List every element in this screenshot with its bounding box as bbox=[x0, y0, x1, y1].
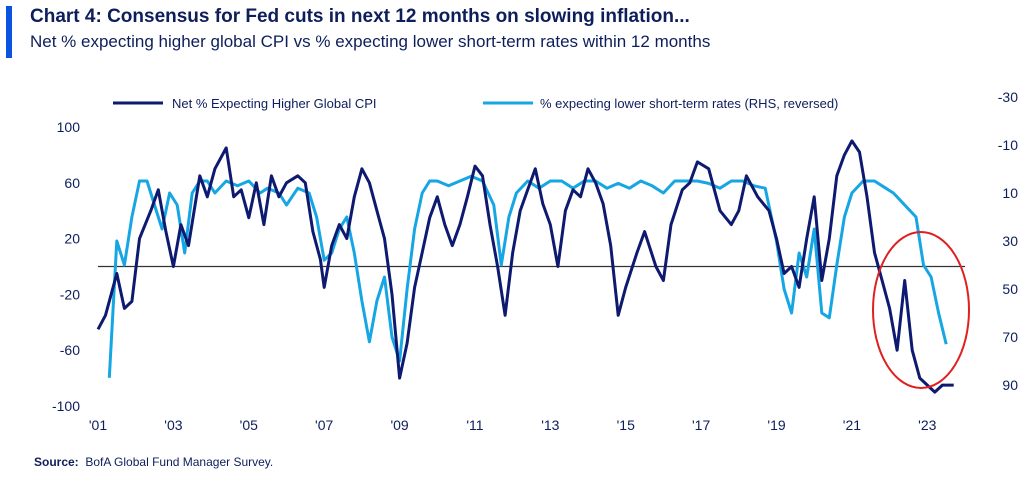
source-note: Source: BofA Global Fund Manager Survey. bbox=[34, 455, 273, 469]
chart-title: Chart 4: Consensus for Fed cuts in next … bbox=[30, 6, 690, 27]
legend-label-series1: Net % Expecting Higher Global CPI bbox=[172, 96, 376, 111]
x-tick-label: '19 bbox=[767, 417, 785, 433]
legend-label-series2: % expecting lower short-term rates (RHS,… bbox=[540, 96, 838, 111]
source-text: BofA Global Fund Manager Survey. bbox=[85, 455, 274, 469]
x-tick-label: '09 bbox=[390, 417, 408, 433]
series-group bbox=[96, 139, 954, 394]
y-right-tick-label: -10 bbox=[998, 137, 1018, 153]
x-tick-label: '15 bbox=[617, 417, 635, 433]
y-left-tick-label: 60 bbox=[64, 175, 80, 191]
y-right-tick-label: 10 bbox=[1002, 185, 1018, 201]
y-left-tick-label: 20 bbox=[64, 231, 80, 247]
x-tick-label: '11 bbox=[466, 417, 483, 433]
x-tick-label: '01 bbox=[89, 417, 107, 433]
series-line-lower-rates bbox=[107, 174, 948, 378]
y-left-tick-label: 100 bbox=[57, 119, 81, 135]
y-right-tick-label: 90 bbox=[1002, 377, 1018, 393]
x-tick-label: '21 bbox=[843, 417, 861, 433]
x-tick-label: '05 bbox=[240, 417, 258, 433]
y-right-tick-label: 50 bbox=[1002, 281, 1018, 297]
legend: Net % Expecting Higher Global CPI % expe… bbox=[113, 96, 838, 111]
chart-subtitle: Net % expecting higher global CPI vs % e… bbox=[30, 32, 711, 51]
y-left-tick-label: -60 bbox=[60, 342, 80, 358]
x-tick-label: '23 bbox=[918, 417, 936, 433]
y-right-tick-label: 70 bbox=[1002, 329, 1018, 345]
x-tick-label: '13 bbox=[541, 417, 559, 433]
series-line-higher-cpi bbox=[96, 139, 954, 394]
x-tick-label: '17 bbox=[692, 417, 710, 433]
x-tick-label: '03 bbox=[164, 417, 182, 433]
source-label: Source: bbox=[34, 455, 79, 469]
y-left-tick-label: -20 bbox=[60, 286, 80, 302]
axes: 100 60 20 -20 -60 -100 -30 -10 10 30 50 70 90 '01 '03 '… bbox=[52, 89, 1018, 433]
highlight-circle bbox=[872, 231, 970, 389]
title-accent-bar bbox=[6, 6, 12, 58]
y-right-tick-label: 30 bbox=[1002, 233, 1018, 249]
x-tick-label: '07 bbox=[315, 417, 333, 433]
y-left-tick-label: -100 bbox=[52, 398, 80, 414]
y-right-tick-label: -30 bbox=[998, 89, 1018, 105]
